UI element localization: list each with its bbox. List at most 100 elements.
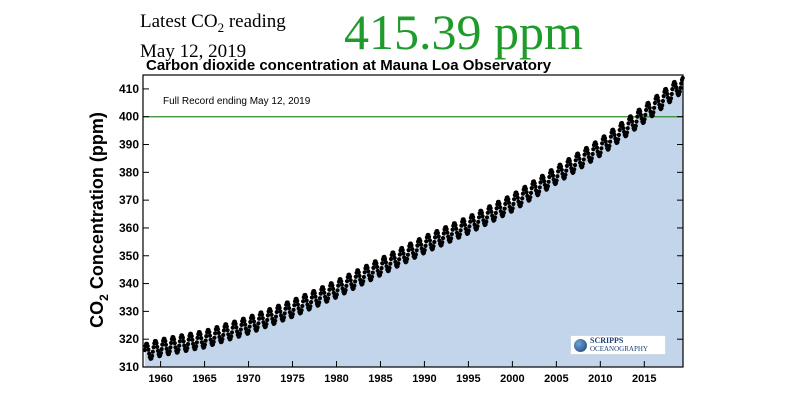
data-point [286, 302, 291, 307]
data-point [418, 239, 423, 244]
data-point [617, 127, 622, 133]
data-point [440, 236, 446, 241]
data-point [313, 294, 318, 299]
data-point [215, 327, 221, 332]
data-point [158, 351, 163, 356]
data-point [194, 344, 199, 349]
data-point [467, 224, 472, 229]
data-point [414, 248, 419, 253]
data-point [335, 288, 340, 293]
y-tick-label: 310 [119, 360, 139, 374]
data-point [493, 215, 498, 220]
data-point [626, 121, 631, 126]
data-point [234, 325, 239, 330]
data-point [396, 261, 401, 266]
scripps-logo-icon [574, 338, 587, 352]
data-point [630, 119, 635, 124]
data-point [670, 87, 675, 92]
data-point [237, 331, 243, 336]
data-point [564, 168, 569, 173]
data-point [488, 206, 493, 211]
data-point [545, 184, 551, 189]
latest-reading-value: 415.39 ppm [344, 4, 583, 60]
data-point [624, 130, 630, 135]
data-point [190, 337, 195, 342]
data-point [567, 158, 572, 164]
data-point [176, 347, 181, 352]
data-point [415, 243, 420, 248]
data-point [207, 330, 212, 335]
data-point [635, 114, 640, 119]
data-point [185, 342, 191, 347]
data-point [576, 153, 581, 158]
data-point [664, 88, 669, 93]
data-point [611, 129, 616, 134]
data-point [195, 335, 200, 340]
data-point [163, 342, 169, 347]
data-point [462, 222, 468, 227]
data-point [607, 143, 612, 149]
data-point [432, 239, 437, 245]
data-point [572, 163, 578, 168]
data-point [485, 210, 490, 215]
chart-annotation: Full Record ending May 12, 2019 [163, 96, 311, 107]
data-point [573, 158, 578, 163]
data-point [450, 227, 455, 232]
data-point [493, 210, 498, 216]
data-point [221, 332, 226, 338]
data-point [221, 328, 226, 333]
data-point [629, 116, 634, 121]
y-tick-label: 400 [119, 110, 139, 124]
data-point [462, 219, 467, 224]
data-point [300, 303, 305, 309]
data-point [457, 232, 462, 237]
data-point [283, 306, 288, 311]
y-tick-label: 320 [119, 332, 139, 346]
data-point [515, 192, 520, 197]
latest-reading-title: Latest CO2 reading [140, 11, 286, 35]
data-point [142, 347, 147, 353]
data-point [186, 337, 191, 342]
data-point [388, 256, 394, 262]
data-point [168, 345, 173, 350]
data-point [362, 270, 367, 275]
data-point [256, 321, 261, 326]
y-tick-label: 410 [119, 82, 139, 96]
data-point [616, 132, 622, 137]
data-point [656, 98, 661, 104]
x-tick-label: 2005 [544, 373, 568, 385]
data-point [334, 292, 339, 297]
data-point [278, 309, 283, 314]
data-point [248, 319, 253, 325]
data-point [282, 311, 287, 316]
data-point [642, 117, 647, 122]
data-point [475, 224, 480, 229]
data-point [177, 339, 182, 344]
data-point [520, 196, 525, 201]
data-point [326, 292, 331, 297]
data-point [679, 81, 684, 86]
data-point [380, 261, 385, 266]
data-point [582, 152, 587, 157]
data-point [476, 219, 481, 224]
data-point [151, 345, 156, 350]
data-point [391, 252, 396, 257]
data-point [163, 339, 168, 344]
data-point [651, 110, 656, 115]
data-point [633, 123, 638, 129]
data-point [620, 122, 625, 127]
data-point [646, 102, 652, 107]
data-point [392, 255, 397, 261]
data-point [225, 328, 230, 333]
y-tick-label: 330 [119, 304, 139, 318]
data-point [506, 197, 511, 202]
data-point [204, 334, 209, 339]
data-point [665, 91, 670, 97]
data-point [230, 325, 235, 330]
data-point [501, 210, 506, 215]
scripps-logo: SCRIPPS OCEANOGRAPHY [570, 335, 666, 355]
data-point [537, 185, 542, 190]
data-point [580, 161, 586, 166]
data-point [598, 150, 603, 155]
